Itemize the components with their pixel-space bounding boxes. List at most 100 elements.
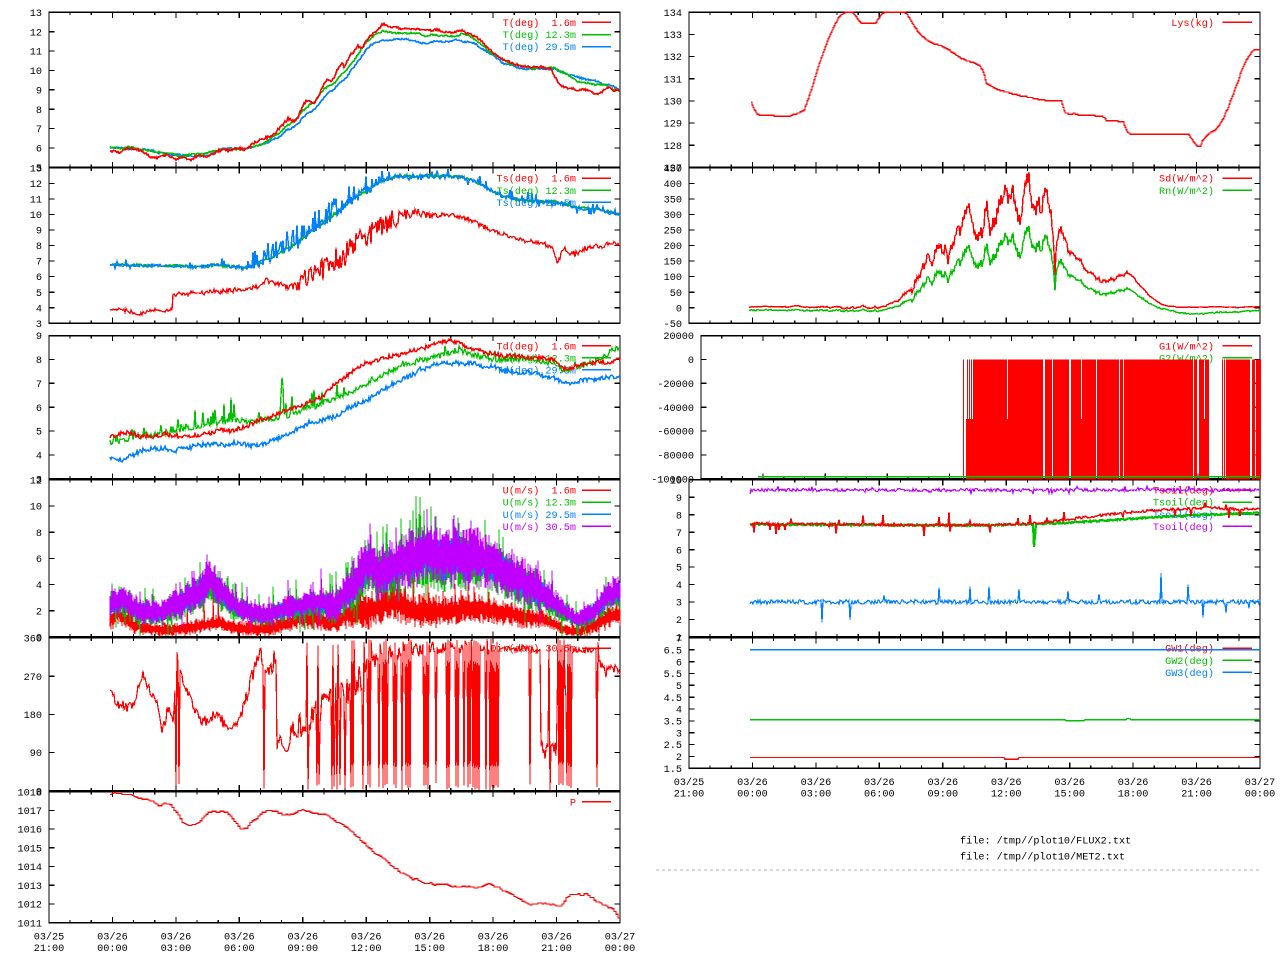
- svg-text:03/26: 03/26: [414, 932, 445, 944]
- svg-text:T(deg) 29.5m: T(deg) 29.5m: [503, 42, 576, 54]
- svg-text:133: 133: [664, 31, 682, 42]
- svg-text:1015: 1015: [18, 844, 42, 855]
- svg-text:P: P: [570, 798, 576, 809]
- svg-text:03/26: 03/26: [1181, 777, 1212, 789]
- svg-text:18:00: 18:00: [1118, 790, 1149, 801]
- svg-text:21:00: 21:00: [34, 944, 65, 955]
- svg-text:1: 1: [676, 634, 682, 645]
- svg-text:12: 12: [30, 180, 42, 191]
- svg-text:4: 4: [676, 706, 682, 717]
- svg-text:09:00: 09:00: [928, 790, 959, 801]
- svg-text:21:00: 21:00: [1181, 790, 1212, 801]
- svg-text:U(m/s) 12.3m: U(m/s) 12.3m: [503, 498, 576, 510]
- svg-text:03/27: 03/27: [605, 932, 636, 944]
- svg-text:09:00: 09:00: [288, 944, 319, 955]
- svg-text:8: 8: [36, 529, 42, 540]
- svg-text:Ts(deg) 12.3m: Ts(deg) 12.3m: [497, 186, 576, 198]
- svg-text:U(m/s) 1.6m: U(m/s) 1.6m: [503, 486, 576, 498]
- svg-text:7: 7: [36, 125, 42, 136]
- svg-text:Rn(W/m^2): Rn(W/m^2): [1159, 186, 1214, 198]
- svg-text:Tsoil(deg): Tsoil(deg): [1153, 486, 1214, 498]
- svg-text:1.5: 1.5: [664, 765, 682, 776]
- svg-text:129: 129: [664, 120, 682, 131]
- svg-text:4.5: 4.5: [664, 694, 682, 705]
- svg-text:132: 132: [664, 53, 682, 64]
- svg-text:11: 11: [30, 48, 42, 59]
- svg-text:1011: 1011: [18, 919, 42, 930]
- svg-text:file: /tmp//plot10/MET2.txt: file: /tmp//plot10/MET2.txt: [960, 852, 1125, 864]
- svg-text:Tsoil(deg): Tsoil(deg): [1153, 498, 1214, 510]
- svg-text:03/26: 03/26: [161, 932, 192, 944]
- svg-text:0: 0: [36, 634, 42, 645]
- svg-text:03/27: 03/27: [1245, 777, 1276, 789]
- svg-text:00:00: 00:00: [1245, 790, 1276, 801]
- svg-text:T(deg) 1.6m: T(deg) 1.6m: [503, 18, 576, 30]
- svg-text:12:00: 12:00: [991, 790, 1022, 801]
- svg-text:10: 10: [30, 503, 42, 514]
- svg-text:U(m/s) 29.5m: U(m/s) 29.5m: [503, 510, 576, 522]
- svg-text:12:00: 12:00: [351, 944, 382, 955]
- svg-text:300: 300: [664, 211, 682, 222]
- svg-text:6: 6: [676, 546, 682, 557]
- svg-text:06:00: 06:00: [864, 790, 895, 801]
- svg-text:9: 9: [36, 332, 42, 343]
- svg-text:6: 6: [36, 555, 42, 566]
- svg-text:131: 131: [664, 75, 682, 86]
- svg-text:03:00: 03:00: [801, 790, 832, 801]
- svg-text:8: 8: [676, 511, 682, 522]
- svg-text:2: 2: [676, 753, 682, 764]
- svg-text:-50: -50: [664, 320, 682, 331]
- svg-text:Sd(W/m^2): Sd(W/m^2): [1159, 174, 1214, 186]
- svg-text:5: 5: [36, 428, 42, 439]
- svg-text:00:00: 00:00: [737, 790, 768, 801]
- svg-text:2.5: 2.5: [664, 741, 682, 752]
- svg-text:7: 7: [36, 380, 42, 391]
- svg-text:50: 50: [670, 289, 682, 300]
- svg-text:4: 4: [36, 581, 42, 592]
- svg-text:Ts(deg) 1.6m: Ts(deg) 1.6m: [497, 174, 576, 186]
- svg-text:400: 400: [664, 180, 682, 191]
- svg-text:7: 7: [36, 258, 42, 269]
- svg-text:1014: 1014: [18, 863, 42, 874]
- svg-text:3: 3: [676, 729, 682, 740]
- svg-text:03/26: 03/26: [991, 777, 1022, 789]
- svg-text:100: 100: [664, 273, 682, 284]
- svg-text:9: 9: [36, 86, 42, 97]
- svg-text:7: 7: [676, 635, 682, 646]
- svg-text:03/26: 03/26: [351, 932, 382, 944]
- svg-text:7: 7: [676, 529, 682, 540]
- svg-text:90: 90: [30, 749, 42, 760]
- svg-text:03/26: 03/26: [478, 932, 509, 944]
- svg-text:6: 6: [36, 145, 42, 156]
- svg-text:03/26: 03/26: [224, 932, 255, 944]
- svg-text:T(deg) 12.3m: T(deg) 12.3m: [503, 30, 576, 42]
- svg-text:15:00: 15:00: [414, 944, 445, 955]
- svg-text:GW2(deg): GW2(deg): [1165, 656, 1214, 668]
- svg-text:21:00: 21:00: [541, 944, 572, 955]
- svg-text:5: 5: [36, 289, 42, 300]
- svg-text:21:00: 21:00: [674, 790, 705, 801]
- svg-text:03/26: 03/26: [541, 932, 572, 944]
- svg-text:6: 6: [36, 404, 42, 415]
- svg-text:file: /tmp//plot10/FLUX2.txt: file: /tmp//plot10/FLUX2.txt: [960, 836, 1131, 848]
- svg-text:03/25: 03/25: [34, 932, 65, 944]
- svg-text:250: 250: [664, 227, 682, 238]
- svg-text:1017: 1017: [18, 807, 42, 818]
- svg-text:12: 12: [30, 28, 42, 39]
- svg-text:-100000: -100000: [651, 475, 694, 486]
- svg-text:1012: 1012: [18, 901, 42, 912]
- svg-text:360: 360: [24, 635, 42, 646]
- svg-text:00:00: 00:00: [97, 944, 128, 955]
- svg-text:5: 5: [36, 164, 42, 175]
- svg-text:12: 12: [30, 477, 42, 488]
- svg-text:350: 350: [664, 196, 682, 207]
- svg-text:3: 3: [36, 320, 42, 331]
- svg-text:450: 450: [664, 165, 682, 176]
- svg-text:5.5: 5.5: [664, 670, 682, 681]
- svg-text:10: 10: [30, 67, 42, 78]
- svg-text:4: 4: [676, 581, 682, 592]
- svg-text:127: 127: [664, 164, 682, 175]
- svg-text:5: 5: [676, 564, 682, 575]
- svg-text:03/26: 03/26: [1054, 777, 1085, 789]
- svg-text:8: 8: [36, 106, 42, 117]
